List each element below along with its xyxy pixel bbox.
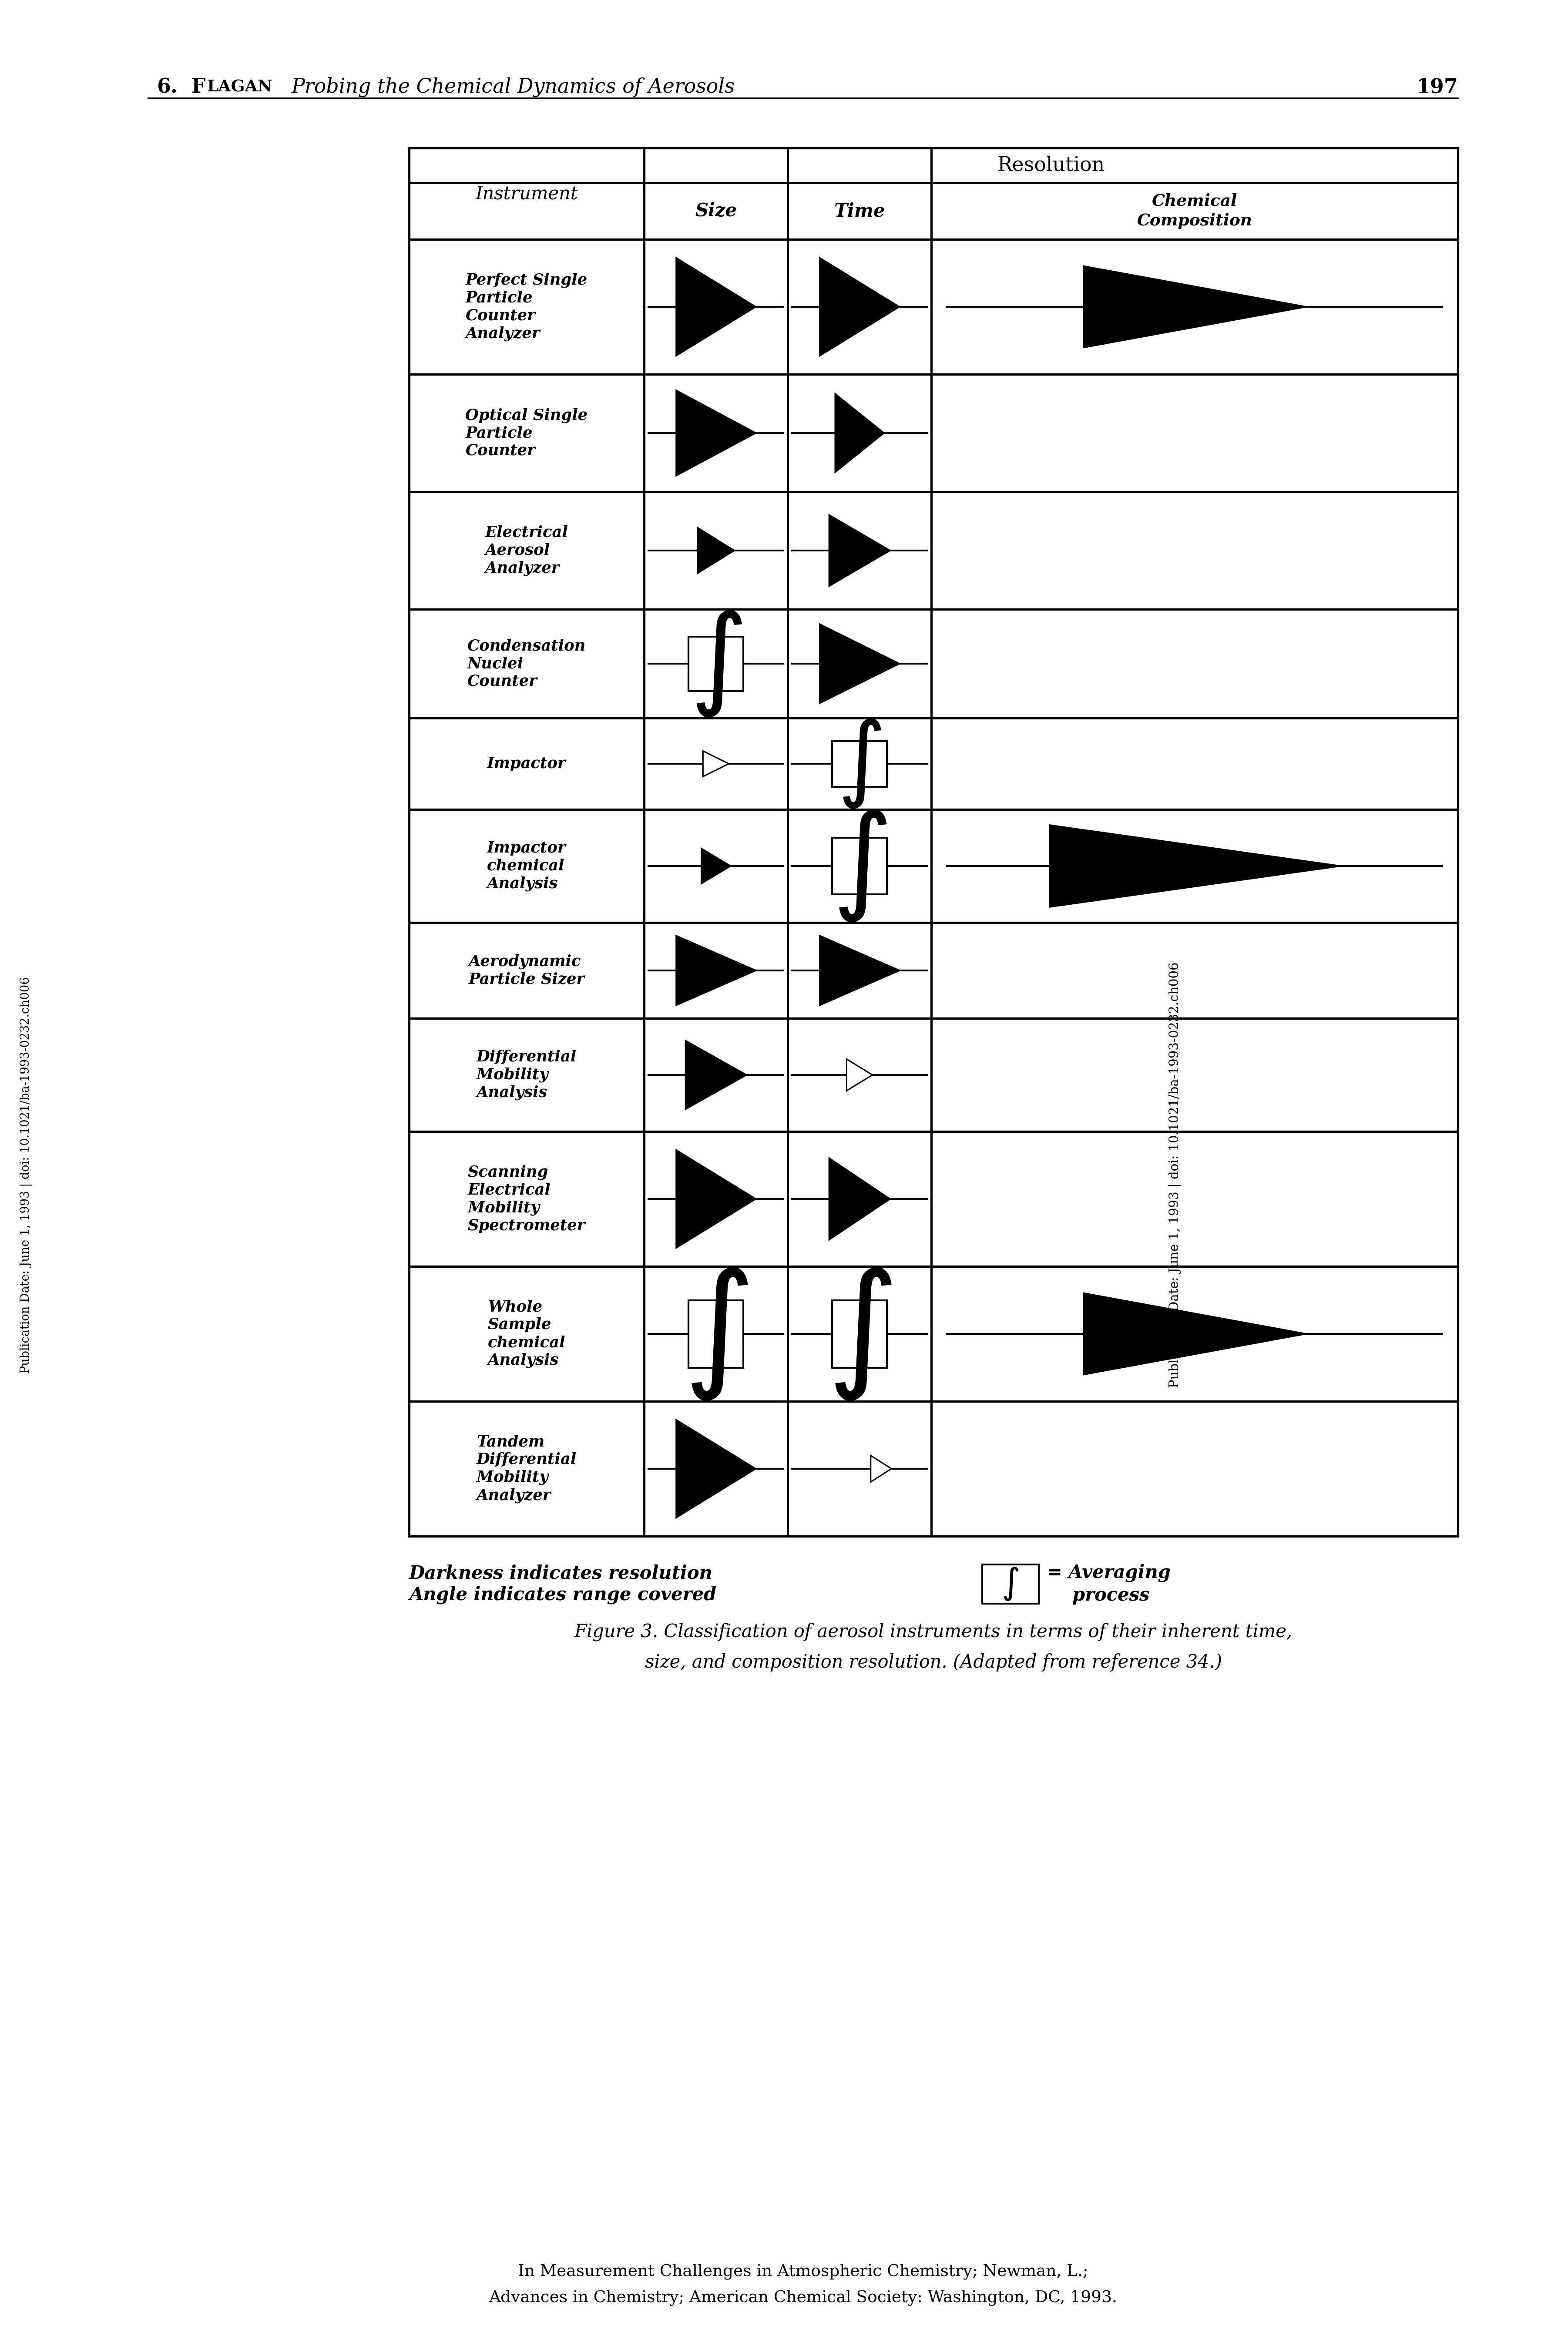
Bar (833, 1300, 887, 1368)
Polygon shape (676, 935, 756, 1006)
Text: $\int$: $\int$ (826, 1267, 892, 1401)
Text: Figure 3. Classification of aerosol instruments in terms of their inherent time,: Figure 3. Classification of aerosol inst… (574, 1624, 1292, 1640)
Polygon shape (870, 1455, 891, 1483)
Text: Angle indicates range covered: Angle indicates range covered (409, 1586, 717, 1605)
Text: Scanning
Electrical
Mobility
Spectrometer: Scanning Electrical Mobility Spectromete… (467, 1166, 585, 1234)
Bar (982, 1565, 1038, 1603)
Text: $\int$: $\int$ (837, 717, 881, 811)
Text: Resolution: Resolution (997, 155, 1105, 176)
Text: $\int$: $\int$ (833, 808, 887, 924)
Polygon shape (676, 1419, 756, 1518)
Text: = Averaging
    process: = Averaging process (1047, 1563, 1171, 1605)
Bar (688, 1300, 743, 1368)
Text: Impactor
chemical
Analysis: Impactor chemical Analysis (488, 841, 566, 891)
Polygon shape (685, 1041, 746, 1109)
Polygon shape (836, 395, 884, 472)
Text: In Measurement Challenges in Atmospheric Chemistry; Newman, L.;: In Measurement Challenges in Atmospheric… (517, 2263, 1088, 2280)
Polygon shape (676, 390, 756, 475)
Text: Condensation
Nuclei
Counter: Condensation Nuclei Counter (467, 639, 586, 689)
Text: Differential
Mobility
Analysis: Differential Mobility Analysis (477, 1050, 577, 1100)
Polygon shape (829, 515, 889, 585)
Bar (833, 740, 887, 787)
Text: LAGAN: LAGAN (207, 80, 273, 94)
Polygon shape (676, 258, 756, 355)
Text: Size: Size (695, 202, 737, 221)
Polygon shape (847, 1060, 872, 1090)
Text: Time: Time (834, 202, 884, 221)
Polygon shape (820, 935, 898, 1006)
Polygon shape (701, 848, 731, 884)
Text: Advances in Chemistry; American Chemical Society: Washington, DC, 1993.: Advances in Chemistry; American Chemical… (489, 2289, 1116, 2305)
Text: Chemical
Composition: Chemical Composition (1137, 193, 1253, 228)
Polygon shape (829, 1159, 889, 1238)
Text: Impactor: Impactor (488, 757, 566, 771)
Polygon shape (1083, 1293, 1305, 1375)
Text: Probing the Chemical Dynamics of Aerosols: Probing the Chemical Dynamics of Aerosol… (292, 78, 735, 96)
Text: 6.: 6. (157, 78, 177, 96)
Bar (833, 837, 887, 895)
Polygon shape (820, 258, 898, 355)
Polygon shape (676, 1152, 756, 1248)
Polygon shape (1083, 266, 1305, 348)
Text: Optical Single
Particle
Counter: Optical Single Particle Counter (466, 409, 588, 458)
Bar (688, 637, 743, 691)
Text: $\int$: $\int$ (684, 1267, 748, 1401)
Text: $\int$: $\int$ (1002, 1565, 1019, 1603)
Polygon shape (698, 529, 734, 573)
Text: Whole
Sample
chemical
Analysis: Whole Sample chemical Analysis (488, 1300, 566, 1368)
Text: Instrument: Instrument (475, 186, 579, 202)
Text: Darkness indicates resolution: Darkness indicates resolution (409, 1565, 713, 1582)
Text: F: F (191, 78, 205, 96)
Text: Tandem
Differential
Mobility
Analyzer: Tandem Differential Mobility Analyzer (477, 1434, 577, 1504)
Text: Electrical
Aerosol
Analyzer: Electrical Aerosol Analyzer (485, 526, 568, 576)
Text: Publication Date: June 1, 1993 | doi: 10.1021/ba-1993-0232.ch006: Publication Date: June 1, 1993 | doi: 10… (20, 978, 33, 1372)
Polygon shape (1051, 825, 1339, 907)
Polygon shape (820, 625, 898, 703)
Text: $\int$: $\int$ (690, 609, 742, 719)
Text: Publication Date: June 1, 1993 | doi: 10.1021/ba-1993-0232.ch006: Publication Date: June 1, 1993 | doi: 10… (1168, 961, 1182, 1389)
Text: 197: 197 (1416, 78, 1458, 96)
Text: Perfect Single
Particle
Counter
Analyzer: Perfect Single Particle Counter Analyzer (466, 273, 588, 341)
Text: Aerodynamic
Particle Sizer: Aerodynamic Particle Sizer (469, 954, 585, 987)
Text: size, and composition resolution. (Adapted from reference 34.): size, and composition resolution. (Adapt… (644, 1654, 1221, 1671)
Polygon shape (702, 752, 729, 776)
